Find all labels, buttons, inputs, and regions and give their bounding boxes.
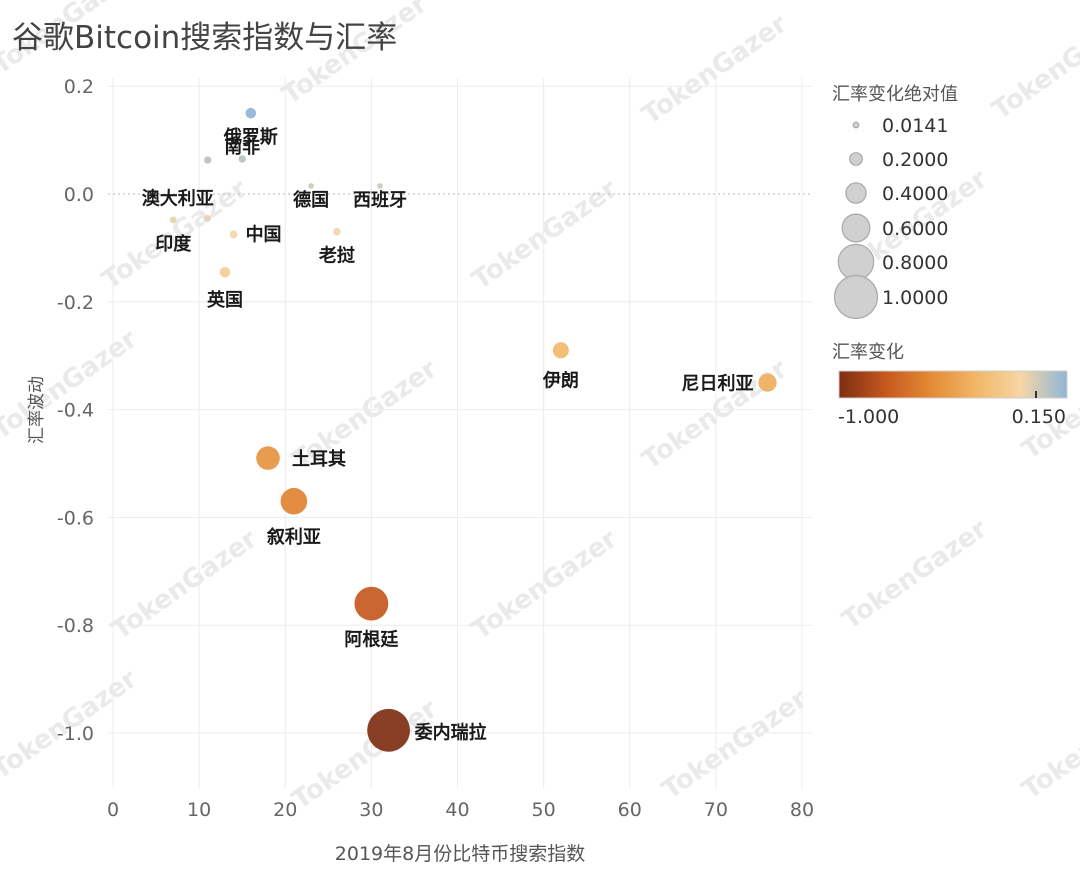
size-legend-circle [841, 213, 871, 243]
y-tick-label: 0.2 [64, 76, 94, 98]
y-tick-label: -0.6 [57, 507, 94, 529]
y-tick-label: -0.4 [57, 400, 94, 422]
watermark-text: TokenGazer [0, 324, 143, 446]
point-label: 西班牙 [353, 190, 407, 211]
point-label: 阿根廷 [344, 629, 399, 651]
point-label: 南非 [224, 136, 260, 158]
size-legend-label: 0.2000 [882, 149, 948, 171]
data-point [354, 586, 389, 621]
color-legend-max-label: 0.150 [1012, 406, 1066, 428]
x-tick-label: 80 [790, 799, 814, 821]
x-tick-label: 50 [532, 799, 556, 821]
data-point [308, 183, 314, 189]
point-label: 中国 [246, 223, 282, 245]
data-point [169, 216, 177, 224]
watermark-text: TokenGazer [467, 174, 623, 296]
size-legend-label: 1.0000 [882, 287, 948, 309]
data-point [245, 107, 257, 119]
data-point [219, 266, 231, 278]
point-label: 土耳其 [292, 449, 346, 470]
size-legend-title: 汇率变化绝对值 [832, 84, 958, 105]
x-tick-label: 40 [445, 799, 469, 821]
size-legend-label: 0.6000 [882, 218, 948, 240]
point-label: 俄罗斯 [223, 126, 278, 148]
data-point [552, 342, 569, 359]
y-tick-label: 0.0 [64, 184, 94, 206]
y-tick-label: -0.2 [57, 292, 94, 314]
chart-title: 谷歌Bitcoin搜索指数与汇率 [12, 20, 397, 56]
y-tick-label: -1.0 [57, 723, 94, 745]
x-tick-label: 70 [704, 799, 728, 821]
watermark-text: TokenGazer [1017, 684, 1080, 806]
data-point [367, 708, 410, 752]
watermark-text: TokenGazer [637, 9, 793, 131]
color-legend-min-label: -1.000 [838, 406, 899, 428]
data-point [256, 446, 280, 470]
data-point [204, 214, 212, 222]
size-legend-circle [837, 243, 875, 281]
size-legend-label: 0.8000 [882, 252, 948, 274]
x-tick-label: 30 [359, 799, 383, 821]
watermark-text: TokenGazer [637, 354, 793, 476]
point-label: 老挝 [319, 245, 356, 267]
x-tick-label: 0 [107, 799, 119, 821]
data-point [333, 227, 341, 236]
size-legend-circle [849, 152, 863, 166]
color-legend-title: 汇率变化 [832, 342, 904, 363]
y-tick-label: -0.8 [57, 615, 94, 637]
watermark-text: TokenGazer [287, 694, 443, 816]
size-legend-label: 0.4000 [882, 183, 948, 205]
point-label: 委内瑞拉 [414, 721, 487, 743]
point-label: 德国 [293, 189, 329, 211]
color-legend-bar [838, 370, 1068, 399]
x-tick-label: 20 [273, 799, 297, 821]
data-point [280, 487, 308, 515]
point-label: 伊朗 [542, 369, 579, 391]
data-point [758, 373, 777, 392]
x-axis-title: 2019年8月份比特币搜索指数 [335, 843, 585, 865]
watermark-text: TokenGazer [837, 514, 993, 636]
watermark-text: TokenGazer [467, 524, 623, 646]
size-legend-circle [845, 182, 867, 204]
watermark-text: TokenGazer [657, 684, 813, 806]
point-label: 叙利亚 [267, 526, 321, 548]
size-legend-circle [833, 274, 879, 320]
x-tick-label: 60 [618, 799, 642, 821]
point-label: 澳大利亚 [142, 187, 214, 209]
point-label: 印度 [155, 233, 192, 255]
data-point [204, 156, 212, 164]
data-point [238, 155, 246, 163]
y-axis-title: 汇率波动 [27, 376, 47, 444]
watermark-text: TokenGazer [1017, 344, 1080, 466]
data-point [377, 183, 383, 189]
point-label: 尼日利亚 [682, 373, 754, 395]
watermark-text: TokenGazer [107, 524, 263, 646]
watermark-text: TokenGazer [987, 4, 1080, 126]
size-legend-circle [852, 121, 860, 129]
size-legend-label: 0.0141 [882, 115, 948, 137]
point-label: 英国 [206, 289, 243, 311]
x-tick-label: 10 [187, 799, 211, 821]
data-point [229, 230, 238, 239]
